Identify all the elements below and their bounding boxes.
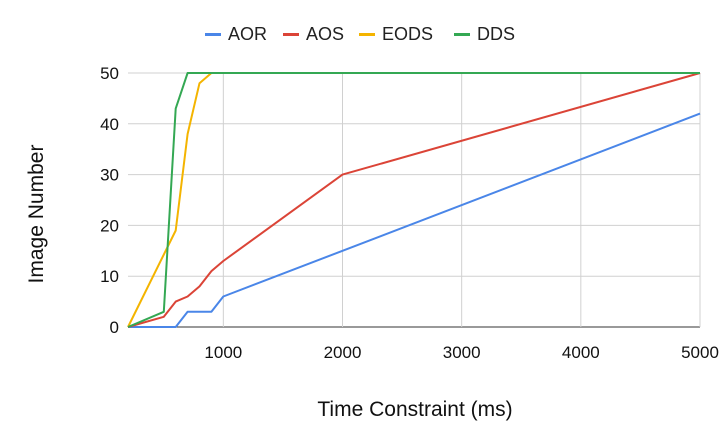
y-tick-label-30: 30 [100, 166, 119, 185]
legend-swatch-dds [454, 32, 470, 36]
legend-item-aos: AOS [283, 22, 344, 46]
series-line-eods [127, 72, 700, 328]
series-line-aos [127, 72, 701, 328]
x-tick-label-4000: 4000 [562, 343, 600, 362]
y-axis-title: Image Number [25, 144, 48, 284]
legend-swatch-aor [205, 32, 221, 36]
legend-item-dds: DDS [454, 22, 515, 46]
x-axis-title: Time Constraint (ms) [317, 398, 513, 421]
legend-label-eods: EODS [382, 23, 434, 44]
chart-legend: AOR AOS EODS DDS [0, 22, 723, 46]
legend-swatch-eods [359, 32, 375, 36]
legend-swatch-aos [283, 32, 299, 36]
y-tick-label-20: 20 [100, 216, 119, 235]
legend-label-dds: DDS [477, 23, 516, 44]
series-line-dds [127, 72, 700, 328]
y-tick-label-10: 10 [100, 267, 119, 286]
y-tick-label-0: 0 [110, 318, 119, 337]
legend-item-eods: EODS [359, 22, 433, 46]
legend-label-aos: AOS [306, 23, 345, 44]
y-tick-label-40: 40 [100, 115, 119, 134]
x-tick-label-2000: 2000 [324, 343, 362, 362]
x-tick-label-3000: 3000 [443, 343, 481, 362]
y-tick-label-50: 50 [100, 64, 119, 83]
legend-item-aor: AOR [205, 22, 267, 46]
x-tick-label-1000: 1000 [204, 343, 242, 362]
x-tick-label-5000: 5000 [681, 343, 719, 362]
series-line-aor [128, 112, 701, 328]
legend-label-aor: AOR [228, 23, 268, 44]
